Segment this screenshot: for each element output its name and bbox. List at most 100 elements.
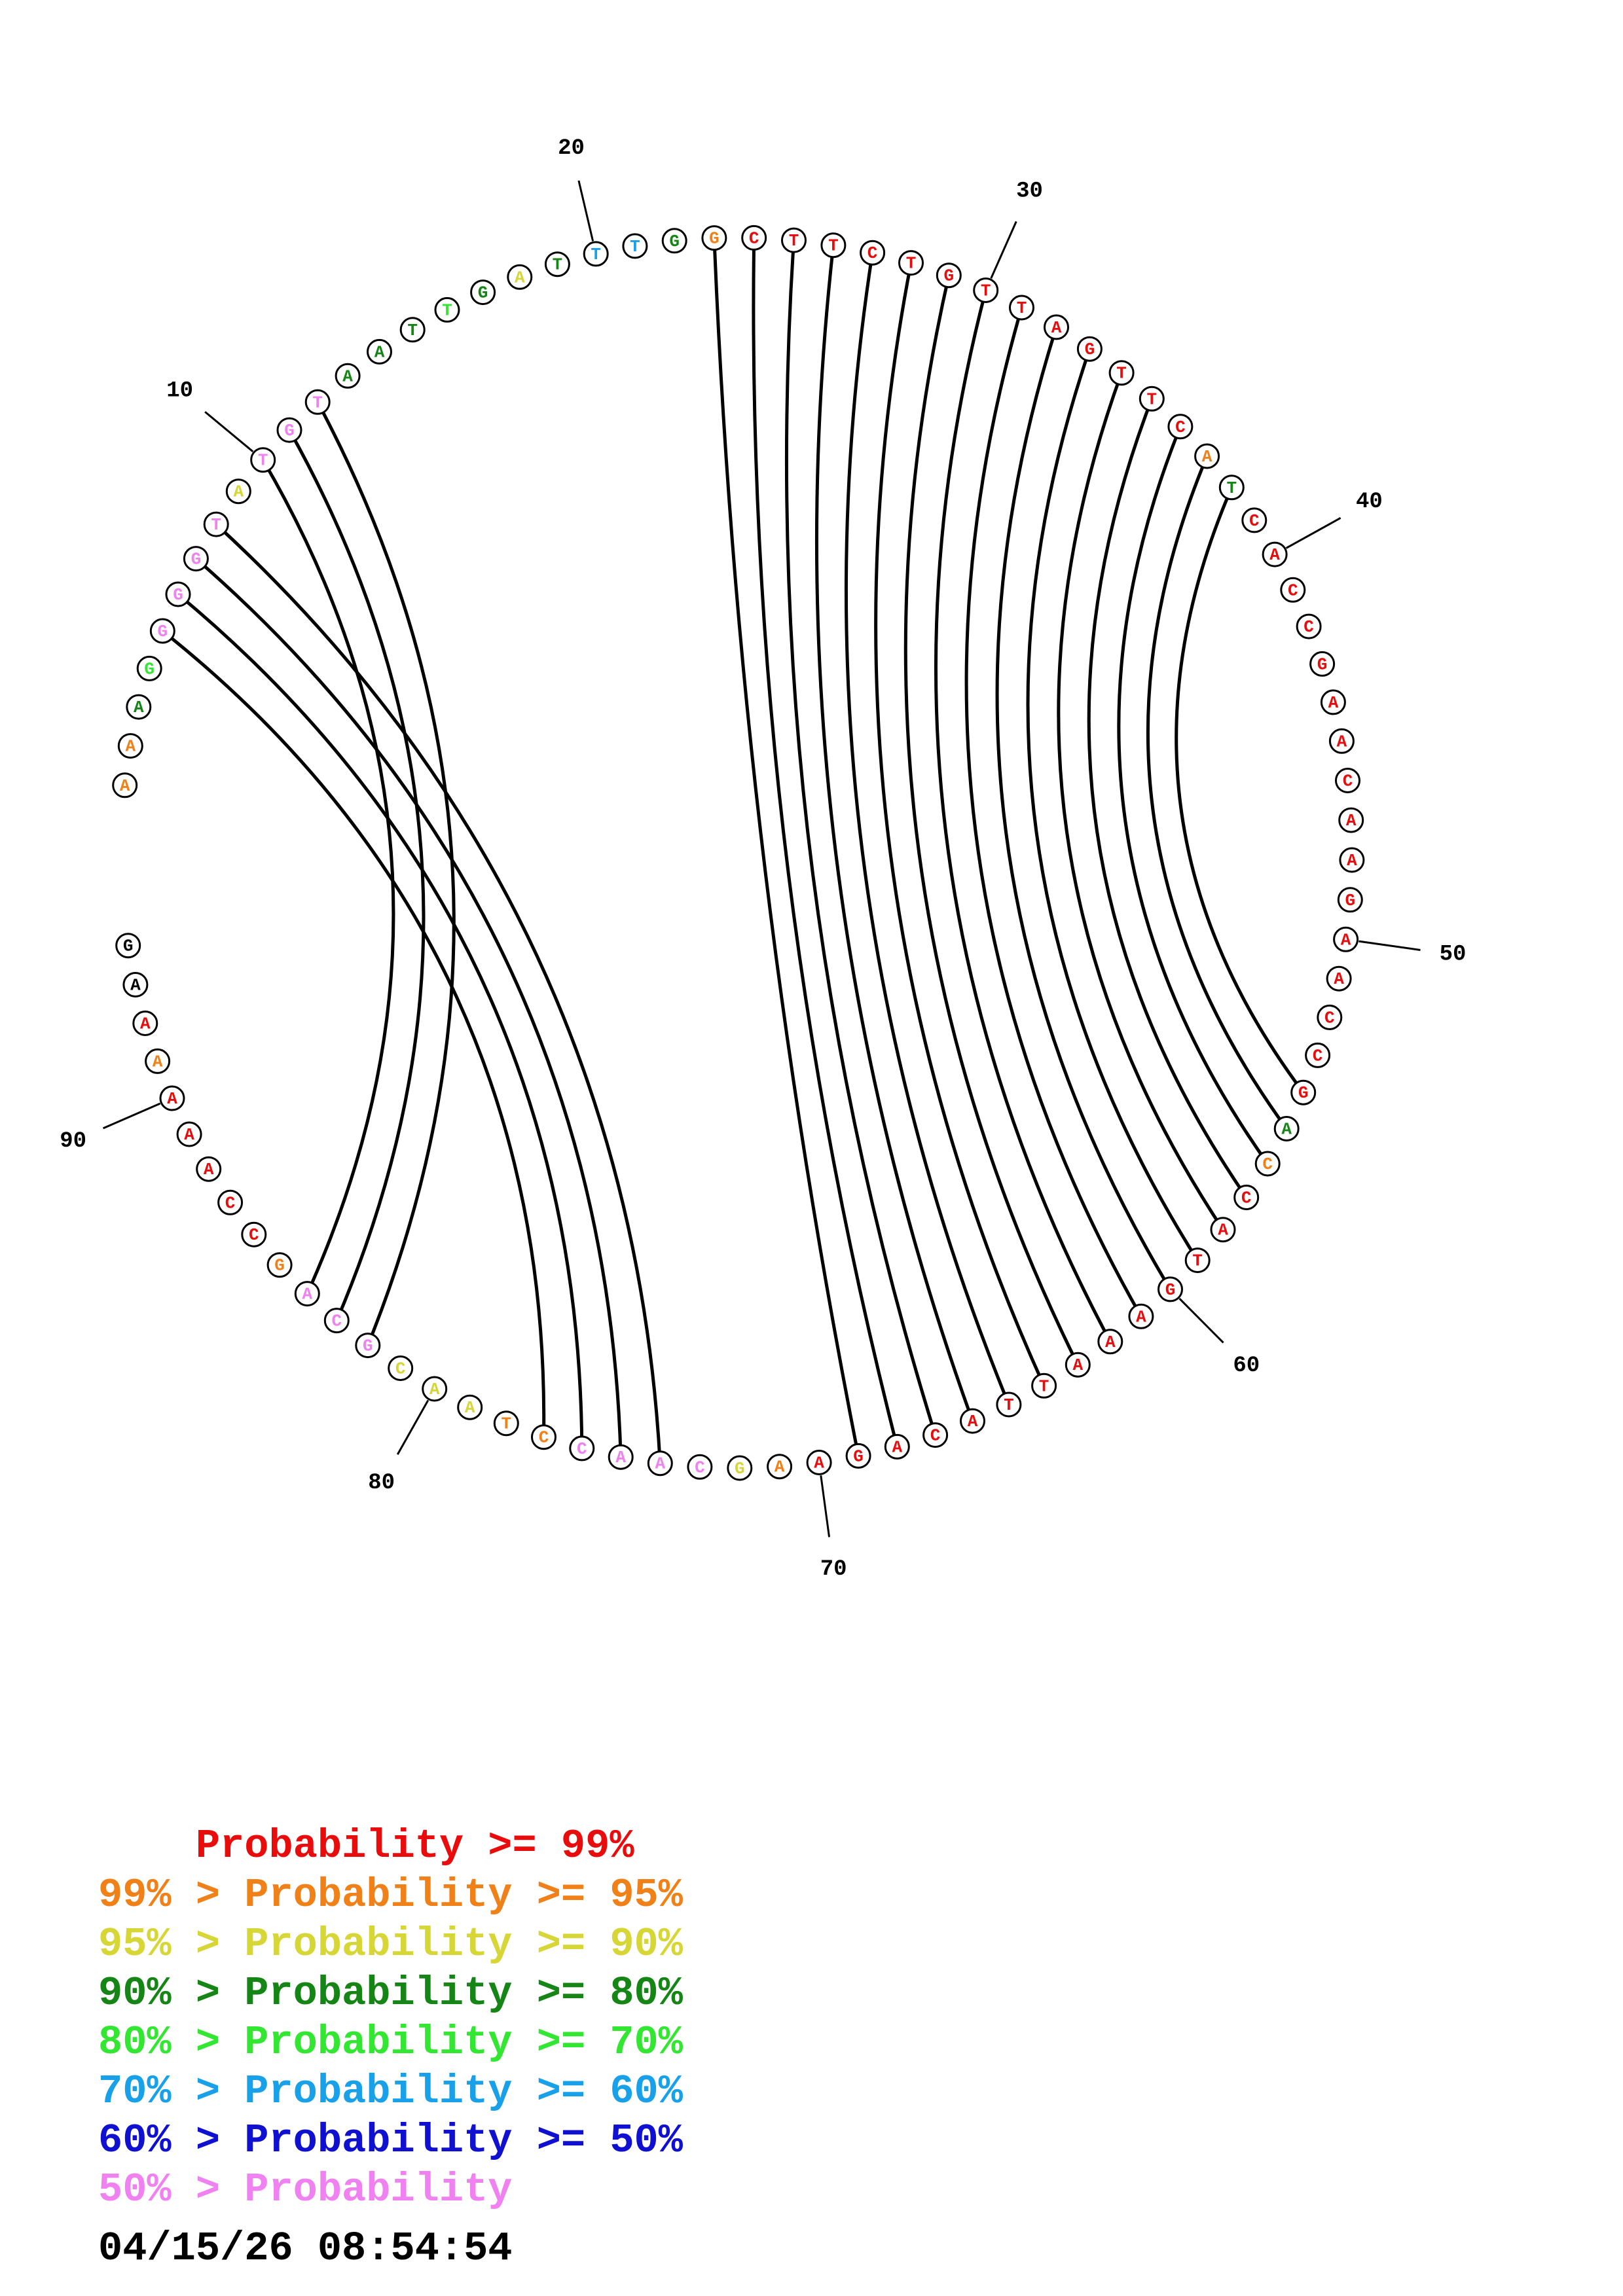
nucleotide-circle xyxy=(973,278,999,303)
nucleotide-circle xyxy=(1009,295,1034,321)
nucleotide-circle xyxy=(241,1221,267,1247)
nucleotide-letter: G xyxy=(669,232,680,251)
nucleotide-letter: A xyxy=(1337,732,1347,751)
nucleotide-circle xyxy=(1326,965,1352,992)
base-pair-arc xyxy=(287,429,426,1321)
nucleotide: A xyxy=(367,338,392,365)
nucleotide: C xyxy=(569,1435,595,1462)
nucleotide-letter: G xyxy=(284,421,295,440)
nucleotide-letter: T xyxy=(211,515,221,535)
nucleotide: A xyxy=(647,1450,673,1477)
nucleotide-circle xyxy=(1273,1116,1300,1141)
nucleotide: A xyxy=(122,972,149,997)
nucleotide-circle xyxy=(434,296,460,323)
nucleotide-letter: A xyxy=(1218,1221,1228,1240)
nucleotide-circle xyxy=(1333,926,1359,952)
position-tick xyxy=(1285,517,1341,549)
nucleotide-letter: C xyxy=(249,1225,259,1245)
nucleotide: A xyxy=(1328,728,1355,754)
nucleotide-letter: A xyxy=(134,698,144,717)
nucleotide-circle xyxy=(507,264,533,290)
nucleotide: T xyxy=(820,232,847,259)
nucleotide: C xyxy=(1280,577,1306,603)
nucleotide: T xyxy=(973,278,999,303)
nucleotide: A xyxy=(1210,1217,1236,1243)
base-pair-arc xyxy=(934,289,1112,1342)
base-pair-arc xyxy=(995,327,1172,1291)
base-pair-arc xyxy=(964,307,1143,1318)
nucleotide: T xyxy=(434,296,460,323)
nucleotide-circle xyxy=(960,1408,985,1434)
nucleotide: A xyxy=(457,1394,483,1420)
nucleotide: C xyxy=(217,1189,244,1215)
nucleotide-circle xyxy=(132,1011,158,1036)
nucleotide-letter: A xyxy=(1051,318,1062,338)
nucleotide-circle xyxy=(323,1308,350,1334)
nucleotide-letter: A xyxy=(1136,1307,1146,1327)
nucleotide: A xyxy=(1338,807,1364,833)
position-tick xyxy=(1178,1298,1224,1344)
nucleotide-circle xyxy=(335,363,361,389)
nucleotide-circle xyxy=(145,1048,171,1074)
nucleotide: A xyxy=(806,1450,832,1475)
nucleotide: A xyxy=(225,478,251,505)
nucleotide-letter: C xyxy=(930,1426,941,1446)
nucleotide-circle xyxy=(399,317,426,343)
nucleotide-circle xyxy=(1184,1247,1211,1274)
nucleotide-letter: G xyxy=(173,585,183,605)
nucleotide-letter: A xyxy=(1341,930,1351,950)
nucleotide-letter: T xyxy=(981,281,991,301)
nucleotide-circle xyxy=(1065,1352,1091,1378)
nucleotide: C xyxy=(1241,507,1267,533)
nucleotide-letter: C xyxy=(867,243,878,263)
nucleotide: G xyxy=(266,1252,293,1278)
nucleotide: T xyxy=(544,251,570,278)
nucleotide-circle xyxy=(159,1085,185,1111)
nucleotide: A xyxy=(294,1281,320,1307)
nucleotide-circle xyxy=(1076,336,1103,362)
nucleotide: T xyxy=(583,241,609,267)
nucleotide-letter: T xyxy=(312,393,323,412)
nucleotide-letter: A xyxy=(1346,811,1357,831)
nucleotide: G xyxy=(1290,1079,1317,1105)
nucleotide-circle xyxy=(115,933,141,959)
nucleotide-letter: A xyxy=(892,1437,902,1457)
nucleotide-circle xyxy=(355,1333,381,1359)
nucleotide: T xyxy=(622,233,648,259)
nucleotide-circle xyxy=(687,1454,713,1480)
nucleotide-letter: T xyxy=(828,236,839,256)
nucleotide-circle xyxy=(1280,577,1306,603)
nucleotide-letter: A xyxy=(655,1454,665,1474)
nucleotide: A xyxy=(767,1454,793,1480)
position-label: 90 xyxy=(60,1129,86,1154)
nucleotide-circle xyxy=(196,1156,222,1182)
nucleotide-letter: T xyxy=(1017,298,1027,318)
nucleotide-letter: T xyxy=(1039,1376,1049,1396)
nucleotide-circle xyxy=(1044,314,1069,340)
base-pair-arc xyxy=(316,401,456,1346)
nucleotide-circle xyxy=(701,225,727,251)
nucleotide-letter: A xyxy=(1072,1355,1083,1375)
nucleotide-letter: G xyxy=(191,550,202,569)
nucleotide-letter: T xyxy=(1116,364,1127,384)
nucleotide-letter: A xyxy=(1347,851,1357,870)
nucleotide-circle xyxy=(1305,1042,1331,1068)
nucleotide-letter: T xyxy=(630,237,640,257)
base-pair-arc xyxy=(1175,486,1305,1094)
nucleotide-circle xyxy=(1158,1276,1183,1302)
nucleotide-letter: T xyxy=(258,451,268,471)
nucleotide-letter: C xyxy=(1343,772,1353,791)
nucleotide-letter: T xyxy=(591,245,601,264)
nucleotide-circle xyxy=(367,338,392,365)
nucleotide: G xyxy=(1076,336,1103,362)
base-pair-arc xyxy=(1117,425,1269,1165)
nucleotide: G xyxy=(1158,1276,1183,1302)
nucleotide-circle xyxy=(165,581,191,607)
nucleotide-circle xyxy=(1108,360,1135,386)
position-label: 40 xyxy=(1356,490,1383,514)
nucleotide-letter: T xyxy=(906,254,917,274)
nucleotide: A xyxy=(126,694,152,720)
nucleotide: T xyxy=(1009,295,1034,321)
nucleotide-circle xyxy=(781,227,807,253)
nucleotide: T xyxy=(898,250,924,276)
